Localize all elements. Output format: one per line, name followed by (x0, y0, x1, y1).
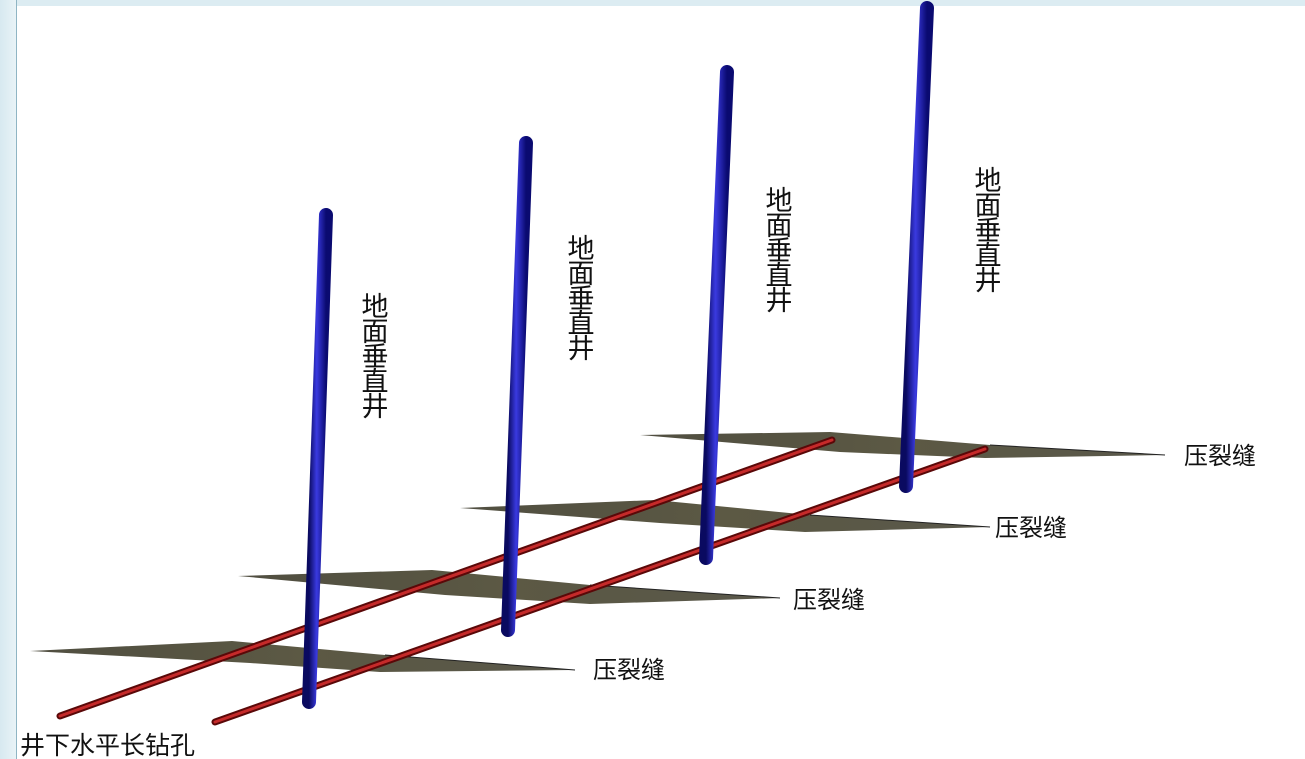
vertical-well-1 (302, 208, 333, 709)
fracture-label-1: 压裂缝 (593, 656, 665, 684)
vertical-well-2 (501, 136, 533, 637)
vertical-well-4 (899, 1, 934, 493)
vertical-well-label-1: 地面垂直井 (357, 292, 389, 419)
vertical-well-label-3: 地面垂直井 (761, 186, 793, 313)
top-frame-strip (0, 0, 1305, 6)
borehole-label: 井下水平长钻孔 (20, 731, 195, 759)
vertical-well-label-4: 地面垂直井 (970, 166, 1002, 293)
horizontal-borehole-2 (211, 445, 989, 726)
vertical-well-3 (699, 65, 734, 565)
fracture-plane-3 (460, 500, 991, 532)
vertical-well-label-2: 地面垂直井 (563, 234, 595, 361)
fracture-label-2: 压裂缝 (793, 586, 865, 614)
fracture-label-4: 压裂缝 (1184, 442, 1256, 470)
left-frame-strip (0, 0, 17, 759)
fracture-plane-1 (30, 641, 576, 672)
fracture-label-3: 压裂缝 (995, 514, 1067, 542)
